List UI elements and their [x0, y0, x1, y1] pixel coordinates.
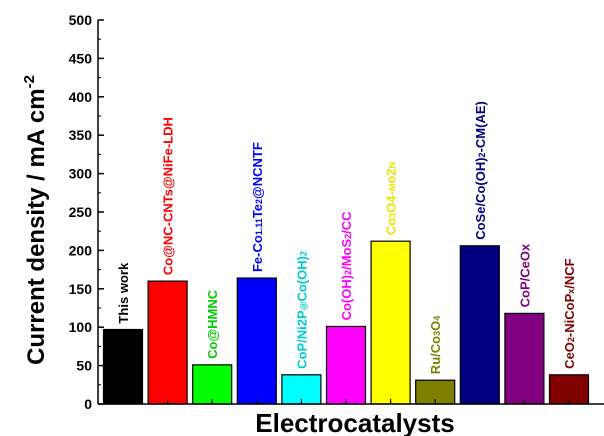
bar	[459, 245, 500, 405]
y-tick-label: 200	[69, 242, 93, 258]
x-ticks-group	[122, 399, 570, 404]
bar-label: Fe-Co1.11Te2@NCNTF	[250, 142, 265, 272]
bar-label: Co3O4-Mo2N	[384, 162, 399, 235]
bar-label: Co@NC-CNTs@NiFe-LDH	[161, 117, 176, 275]
bar-label: CoP/CeOx	[517, 243, 532, 307]
bars-group	[102, 240, 590, 405]
bar-label: CeO2-NiCoPx/NCF	[562, 258, 577, 368]
y-axis-title: Current density / mA cm-2	[21, 75, 50, 365]
y-tick-label: 100	[69, 319, 93, 335]
bar-label: CoSe/Co(OH)2-CM(AE)	[473, 101, 488, 240]
y-tick-label: 0	[84, 396, 92, 412]
y-tick-label: 500	[69, 12, 93, 28]
y-tick-label: 300	[69, 166, 93, 182]
bar	[370, 240, 411, 405]
bar-label: Co(OH)2/MoS2/CC	[339, 211, 354, 321]
bar	[147, 280, 188, 405]
y-tick-label: 400	[69, 89, 93, 105]
bar	[192, 364, 233, 405]
y-tick-label: 150	[69, 281, 93, 297]
y-axis-title-superscript: -2	[21, 75, 38, 88]
bar-labels-group: This work Co@NC-CNTs@NiFe-LDH Co@HMNC Fe-Co…	[116, 101, 577, 374]
y-tick-label: 250	[69, 204, 93, 220]
bar-label: Ru/Co3O4	[428, 316, 443, 374]
y-tick-label: 50	[76, 358, 92, 374]
y-tick-label: 450	[69, 50, 93, 66]
y-axis-title-main: Current density / mA cm	[23, 88, 50, 365]
bar	[325, 325, 367, 405]
y-ticks-group: 0 50 100 150 200 250 300 350 400 450 500	[69, 12, 104, 412]
x-axis-title: Electrocatalysts	[255, 408, 454, 436]
bar-label: Co@HMNC	[205, 289, 220, 359]
bar-label: This work	[116, 262, 131, 323]
bar-label: CoP/Ni2P@Co(OH)2	[294, 251, 309, 369]
bar	[236, 277, 277, 405]
bar	[102, 328, 144, 405]
y-tick-label: 350	[69, 127, 93, 143]
bar	[504, 312, 545, 405]
